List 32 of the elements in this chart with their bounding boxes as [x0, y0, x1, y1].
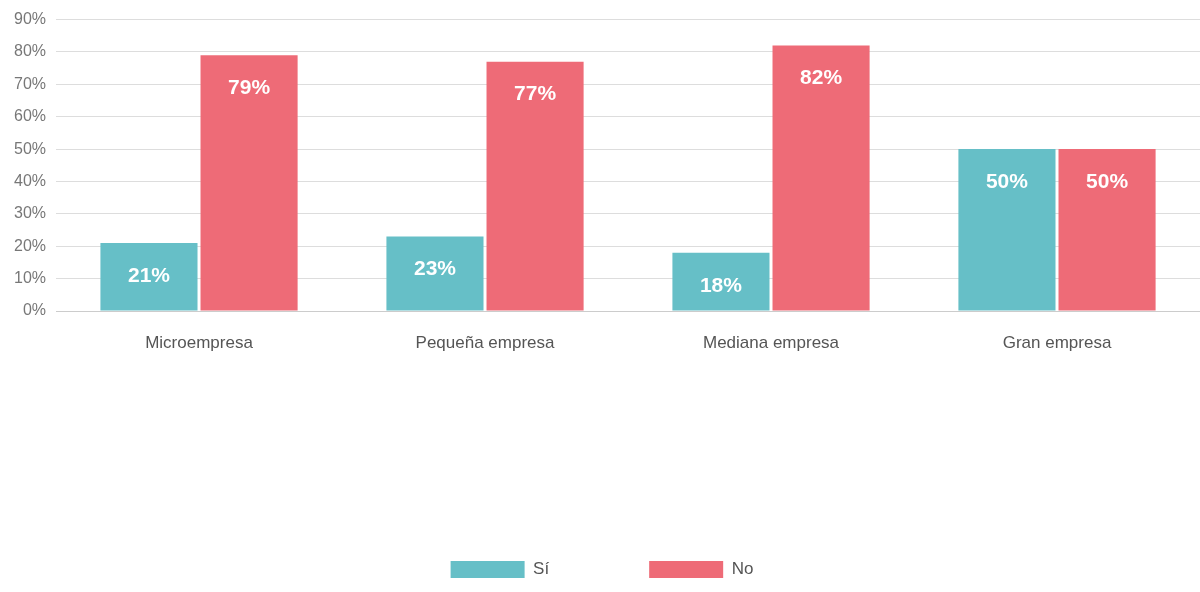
data-label: 50%	[985, 168, 1029, 192]
y-tick-label: 50%	[13, 139, 47, 157]
data-label: 50%	[1086, 168, 1129, 192]
data-label: 82%	[800, 65, 843, 89]
bar	[200, 55, 298, 311]
y-tick-label: 90%	[13, 10, 47, 28]
y-tick-label: 80%	[13, 42, 47, 60]
y-tick-label: 0%	[22, 301, 47, 319]
bar	[486, 61, 584, 311]
bar	[672, 252, 770, 311]
x-tick-label: Pequeña empresa	[415, 332, 556, 352]
data-label: 18%	[699, 272, 743, 296]
data-label: 77%	[514, 81, 557, 105]
y-tick-label: 20%	[13, 236, 47, 254]
bar	[386, 236, 484, 311]
y-tick-label: 10%	[13, 269, 47, 287]
data-label: 23%	[413, 256, 457, 280]
data-label: 79%	[228, 75, 271, 99]
y-tick-label: 60%	[13, 107, 47, 125]
bar	[100, 243, 198, 311]
bar	[772, 45, 870, 311]
data-label: 21%	[127, 262, 171, 286]
y-tick-label: 30%	[13, 204, 47, 222]
x-tick-label: Mediana empresa	[702, 332, 840, 352]
x-tick-label: Microempresa	[145, 332, 254, 352]
y-tick-label: 40%	[13, 171, 47, 189]
x-tick-label: Gran empresa	[1002, 332, 1112, 352]
bar	[1058, 149, 1156, 311]
y-tick-label: 70%	[13, 74, 47, 92]
legend-label: Sí	[533, 559, 550, 579]
bar	[958, 149, 1056, 311]
legend-label: No	[731, 559, 754, 579]
